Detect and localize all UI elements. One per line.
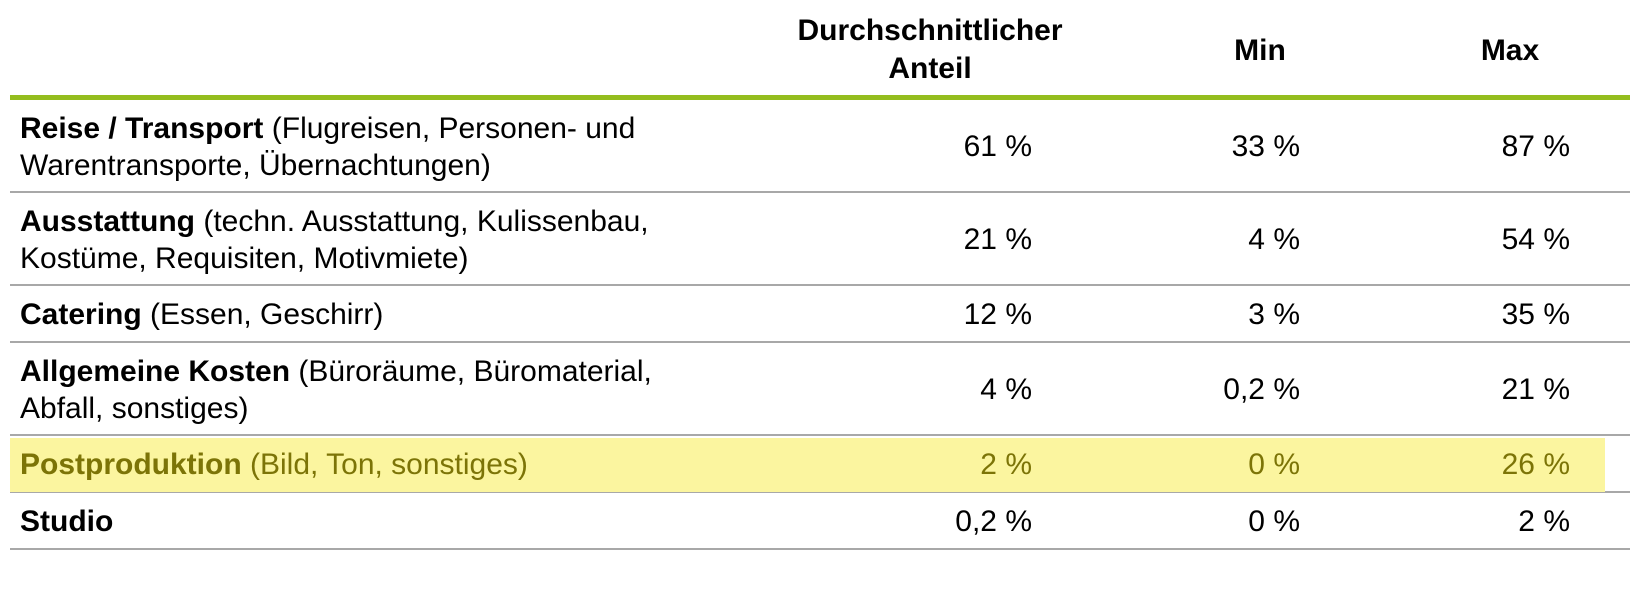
cell-min: 4 % [1248, 223, 1300, 256]
row-label-detail-line-1: (Essen, Geschirr) [141, 298, 384, 331]
table-row: Ausstattung (techn. Ausstattung, Kulisse… [10, 193, 1630, 286]
cell-max: 26 % [1501, 448, 1570, 481]
column-header-average-line-2: Anteil [888, 52, 972, 85]
row-label-name: Allgemeine Kosten [20, 355, 291, 388]
cell-average: 21 % [963, 223, 1032, 256]
cell-average: 2 % [980, 448, 1032, 481]
cell-max: 87 % [1501, 130, 1570, 163]
row-label-name: Reise / Transport [20, 112, 264, 145]
row-label: Catering (Essen, Geschirr) [20, 296, 740, 333]
cell-min: 0,2 % [1223, 373, 1300, 406]
cell-average: 4 % [980, 373, 1032, 406]
row-label: Studio [20, 503, 740, 540]
row-label-name: Studio [20, 505, 114, 538]
table-header: Durchschnittlicher Anteil Min Max [10, 0, 1630, 100]
row-label-detail-line-1: (Flugreisen, Personen- und [263, 112, 636, 145]
column-header-max: Max [1480, 34, 1540, 67]
column-header-average: Durchschnittlicher Anteil [770, 12, 1090, 88]
row-label: Reise / Transport (Flugreisen, Personen-… [20, 110, 740, 184]
cell-average: 0,2 % [955, 505, 1032, 538]
row-label: Ausstattung (techn. Ausstattung, Kulisse… [20, 203, 740, 277]
table-row: Allgemeine Kosten (Büroräume, Büromateri… [10, 343, 1630, 436]
row-label-detail-line-1: (Büroräume, Büromaterial, [290, 355, 652, 388]
row-label-detail-line-1: (techn. Ausstattung, Kulissenbau, [195, 205, 649, 238]
table-row: Reise / Transport (Flugreisen, Personen-… [10, 100, 1630, 193]
table-row: Studio 0,2 % 0 % 2 % [10, 493, 1630, 550]
row-label-name: Ausstattung [20, 205, 195, 238]
cell-min: 0 % [1248, 505, 1300, 538]
cell-max: 2 % [1518, 505, 1570, 538]
column-header-min: Min [1234, 34, 1286, 67]
cell-max: 21 % [1501, 373, 1570, 406]
table-row-highlighted: Postproduktion (Bild, Ton, sonstiges) 2 … [10, 436, 1630, 493]
cell-average: 61 % [963, 130, 1032, 163]
cell-max: 54 % [1501, 223, 1570, 256]
row-label: Postproduktion (Bild, Ton, sonstiges) [20, 446, 740, 483]
column-header-average-line-1: Durchschnittlicher [797, 14, 1063, 47]
row-label-name: Postproduktion [20, 448, 242, 481]
table-row: Catering (Essen, Geschirr) 12 % 3 % 35 % [10, 286, 1630, 343]
row-label-detail-line-2: Warentransporte, Übernachtungen) [20, 149, 491, 182]
cell-max: 35 % [1501, 298, 1570, 331]
row-label-detail-line-2: Kostüme, Requisiten, Motivmiete) [20, 242, 469, 275]
row-label-detail-line-1: (Bild, Ton, sonstiges) [241, 448, 528, 481]
cell-min: 0 % [1248, 448, 1300, 481]
row-label-name: Catering [20, 298, 142, 331]
cell-min: 33 % [1231, 130, 1300, 163]
cell-min: 3 % [1248, 298, 1300, 331]
cell-average: 12 % [963, 298, 1032, 331]
row-highlight-background [10, 438, 1605, 492]
row-label: Allgemeine Kosten (Büroräume, Büromateri… [20, 353, 740, 427]
row-label-detail-line-2: Abfall, sonstiges) [20, 392, 249, 425]
